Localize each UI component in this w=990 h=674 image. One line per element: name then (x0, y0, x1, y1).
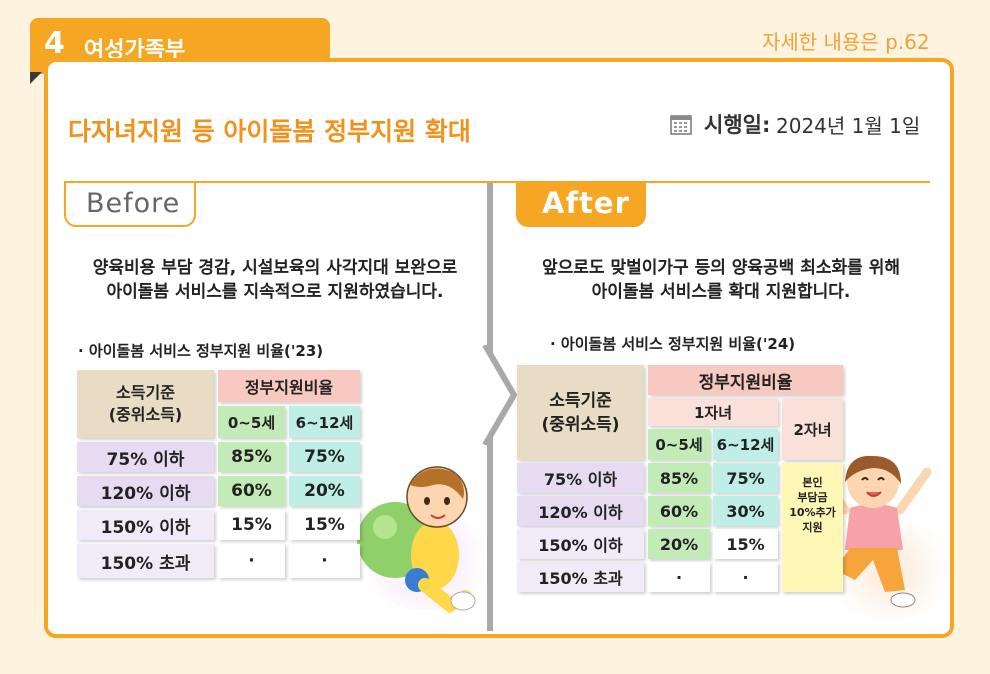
table-cell: 15% (289, 510, 360, 540)
table-row-label: 150% 초과 (517, 562, 644, 592)
table-row-label: 120% 이하 (517, 496, 644, 526)
table-cell: · (218, 544, 285, 578)
section-number: 4 (44, 26, 65, 61)
after-table-caption: · 아이돌봄 서비스 정부지원 비율('24) (550, 335, 796, 353)
table-cell: 85% (648, 463, 710, 493)
table-cell: 75% (713, 463, 778, 493)
table-cell: 85% (218, 442, 285, 472)
effective-date-label: 시행일: (704, 113, 771, 137)
page-title: 다자녀지원 등 아이돌봄 정부지원 확대 (68, 117, 471, 146)
table-cell: 15% (713, 529, 778, 559)
before-tag (64, 183, 196, 227)
table-cell: · (289, 544, 360, 578)
girl-jumping-illustration (815, 455, 932, 608)
support-rate-header: 정부지원비율 (648, 365, 843, 395)
table-row-label: 75% 이하 (517, 463, 644, 493)
support-rate-header: 정부지원비율 (218, 370, 360, 402)
before-description: 양육비용 부담 경감, 시설보육의 사각지대 보완으로 아이돌봄 서비스를 지속… (92, 258, 458, 302)
baby-with-ball-illustration (357, 466, 476, 614)
table-row-label: 150% 이하 (77, 510, 214, 540)
table-cell: 60% (218, 476, 285, 506)
age-6-12-header: 6~12세 (713, 429, 778, 460)
title-divider (64, 181, 930, 183)
calendar-icon (670, 115, 692, 135)
arrow-right-icon (480, 345, 518, 445)
second-child-header: 2자녀 (782, 398, 843, 460)
second-child-extra-support: 본인 부담금 10%추가 지원 (782, 463, 843, 592)
income-header: 소득기준 (중위소득) (517, 365, 644, 460)
first-child-header: 1자녀 (648, 398, 778, 426)
table-cell: 60% (648, 496, 710, 526)
page-reference: 자세한 내용은 p.62 (762, 30, 930, 54)
after-tag (516, 183, 646, 227)
before-tag-label: Before (86, 188, 181, 219)
age-0-5-header: 0~5세 (218, 406, 285, 438)
effective-date-value: 2024년 1월 1일 (776, 114, 921, 138)
table-cell: · (648, 562, 710, 592)
table-row-label: 120% 이하 (77, 476, 214, 506)
table-row-label: 75% 이하 (77, 442, 214, 472)
table-row-label: 150% 이하 (517, 529, 644, 559)
table-cell: 20% (289, 476, 360, 506)
table-row-label: 150% 초과 (77, 544, 214, 578)
table-cell: · (713, 562, 778, 592)
age-6-12-header: 6~12세 (289, 406, 360, 438)
age-0-5-header: 0~5세 (648, 429, 710, 460)
income-header: 소득기준 (중위소득) (77, 370, 214, 438)
table-cell: 30% (713, 496, 778, 526)
after-description: 앞으로도 맞벌이가구 등의 양육공백 최소화를 위해 아이돌봄 서비스를 확대 … (541, 258, 901, 302)
header-tab-fold (30, 72, 42, 84)
before-table-caption: · 아이돌봄 서비스 정부지원 비율('23) (78, 342, 324, 360)
table-cell: 20% (648, 529, 710, 559)
after-tag-label: After (542, 186, 630, 220)
table-cell: 75% (289, 442, 360, 472)
table-cell: 15% (218, 510, 285, 540)
